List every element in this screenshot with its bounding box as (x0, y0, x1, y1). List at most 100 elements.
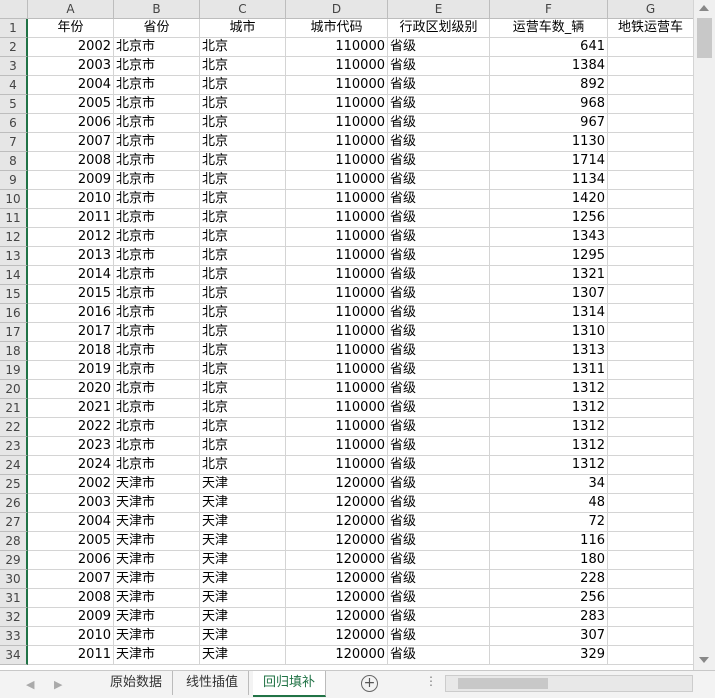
cell[interactable]: 329 (490, 646, 608, 665)
cell[interactable]: 2011 (28, 209, 114, 228)
cell[interactable]: 2007 (28, 570, 114, 589)
cell[interactable]: 2002 (28, 475, 114, 494)
cell[interactable]: 228 (490, 570, 608, 589)
row-header[interactable]: 27 (0, 513, 28, 532)
cell[interactable]: 2008 (28, 152, 114, 171)
cell[interactable]: 省级 (388, 532, 490, 551)
cell[interactable]: 110000 (286, 380, 388, 399)
cell[interactable]: 北京市 (114, 38, 200, 57)
cell[interactable]: 北京市 (114, 209, 200, 228)
scroll-up[interactable] (699, 5, 709, 11)
cell[interactable]: 120000 (286, 532, 388, 551)
cell[interactable]: 北京 (200, 304, 286, 323)
cell[interactable] (608, 285, 693, 304)
row-header[interactable]: 30 (0, 570, 28, 589)
cell[interactable]: 110000 (286, 190, 388, 209)
row-header[interactable]: 34 (0, 646, 28, 665)
cell[interactable]: 北京市 (114, 361, 200, 380)
cell[interactable]: 110000 (286, 38, 388, 57)
column-header[interactable]: A (28, 0, 114, 19)
cell[interactable]: 283 (490, 608, 608, 627)
header-cell[interactable]: 行政区划级别 (388, 19, 490, 38)
row-header[interactable]: 3 (0, 57, 28, 76)
cell[interactable]: 1312 (490, 418, 608, 437)
cell[interactable] (608, 570, 693, 589)
cell[interactable] (608, 247, 693, 266)
row-header[interactable]: 24 (0, 456, 28, 475)
cell[interactable]: 省级 (388, 627, 490, 646)
cell[interactable]: 天津 (200, 608, 286, 627)
cell[interactable]: 北京市 (114, 152, 200, 171)
cell[interactable]: 省级 (388, 171, 490, 190)
cell[interactable]: 北京 (200, 133, 286, 152)
cell[interactable] (608, 190, 693, 209)
cell[interactable]: 天津 (200, 627, 286, 646)
cell[interactable]: 1312 (490, 437, 608, 456)
cell[interactable]: 省级 (388, 342, 490, 361)
cell[interactable]: 天津 (200, 532, 286, 551)
cell[interactable]: 2017 (28, 323, 114, 342)
cell[interactable] (608, 133, 693, 152)
cell[interactable]: 天津 (200, 646, 286, 665)
cell[interactable]: 2011 (28, 646, 114, 665)
cell[interactable]: 2004 (28, 76, 114, 95)
cell[interactable]: 110000 (286, 456, 388, 475)
cell[interactable]: 北京 (200, 323, 286, 342)
sheet-tab[interactable]: 线性插值 (176, 671, 250, 695)
row-header[interactable]: 17 (0, 323, 28, 342)
cell[interactable]: 120000 (286, 608, 388, 627)
row-header[interactable]: 19 (0, 361, 28, 380)
cell[interactable]: 120000 (286, 570, 388, 589)
cell[interactable]: 省级 (388, 285, 490, 304)
row-header[interactable]: 11 (0, 209, 28, 228)
cell[interactable]: 省级 (388, 361, 490, 380)
horizontal-scrollbar[interactable] (445, 675, 693, 692)
cell[interactable]: 北京市 (114, 418, 200, 437)
cell[interactable]: 省级 (388, 266, 490, 285)
cell[interactable]: 2022 (28, 418, 114, 437)
cell[interactable]: 2006 (28, 551, 114, 570)
cell[interactable]: 110000 (286, 304, 388, 323)
cell[interactable]: 2015 (28, 285, 114, 304)
cell[interactable]: 天津市 (114, 646, 200, 665)
cell[interactable]: 北京 (200, 38, 286, 57)
cell[interactable]: 天津市 (114, 608, 200, 627)
cell[interactable] (608, 494, 693, 513)
row-header[interactable]: 21 (0, 399, 28, 418)
row-header[interactable]: 22 (0, 418, 28, 437)
cell[interactable]: 1295 (490, 247, 608, 266)
header-cell[interactable]: 城市代码 (286, 19, 388, 38)
cell[interactable]: 110000 (286, 399, 388, 418)
cell[interactable]: 110000 (286, 285, 388, 304)
cell[interactable]: 110000 (286, 323, 388, 342)
cell[interactable]: 北京市 (114, 399, 200, 418)
prev-sheet[interactable]: ◀ (26, 678, 35, 691)
row-header[interactable]: 8 (0, 152, 28, 171)
cell[interactable] (608, 114, 693, 133)
cell[interactable]: 307 (490, 627, 608, 646)
cell[interactable]: 北京 (200, 418, 286, 437)
column-header[interactable]: C (200, 0, 286, 19)
cell[interactable]: 1307 (490, 285, 608, 304)
cell[interactable]: 120000 (286, 475, 388, 494)
cell[interactable]: 省级 (388, 114, 490, 133)
cell[interactable]: 省级 (388, 475, 490, 494)
cell[interactable]: 天津 (200, 589, 286, 608)
cell[interactable]: 省级 (388, 380, 490, 399)
cell[interactable] (608, 418, 693, 437)
cell[interactable]: 120000 (286, 494, 388, 513)
cell[interactable]: 2010 (28, 627, 114, 646)
next-sheet[interactable]: ▶ (54, 678, 63, 691)
cell[interactable]: 天津市 (114, 627, 200, 646)
cell[interactable]: 1420 (490, 190, 608, 209)
cell[interactable]: 天津市 (114, 551, 200, 570)
cell[interactable]: 省级 (388, 418, 490, 437)
cell[interactable]: 1256 (490, 209, 608, 228)
cell[interactable]: 110000 (286, 95, 388, 114)
row-header[interactable]: 32 (0, 608, 28, 627)
cell[interactable] (608, 589, 693, 608)
cell[interactable]: 北京 (200, 361, 286, 380)
cell[interactable]: 967 (490, 114, 608, 133)
row-header[interactable]: 15 (0, 285, 28, 304)
cell[interactable]: 2009 (28, 171, 114, 190)
